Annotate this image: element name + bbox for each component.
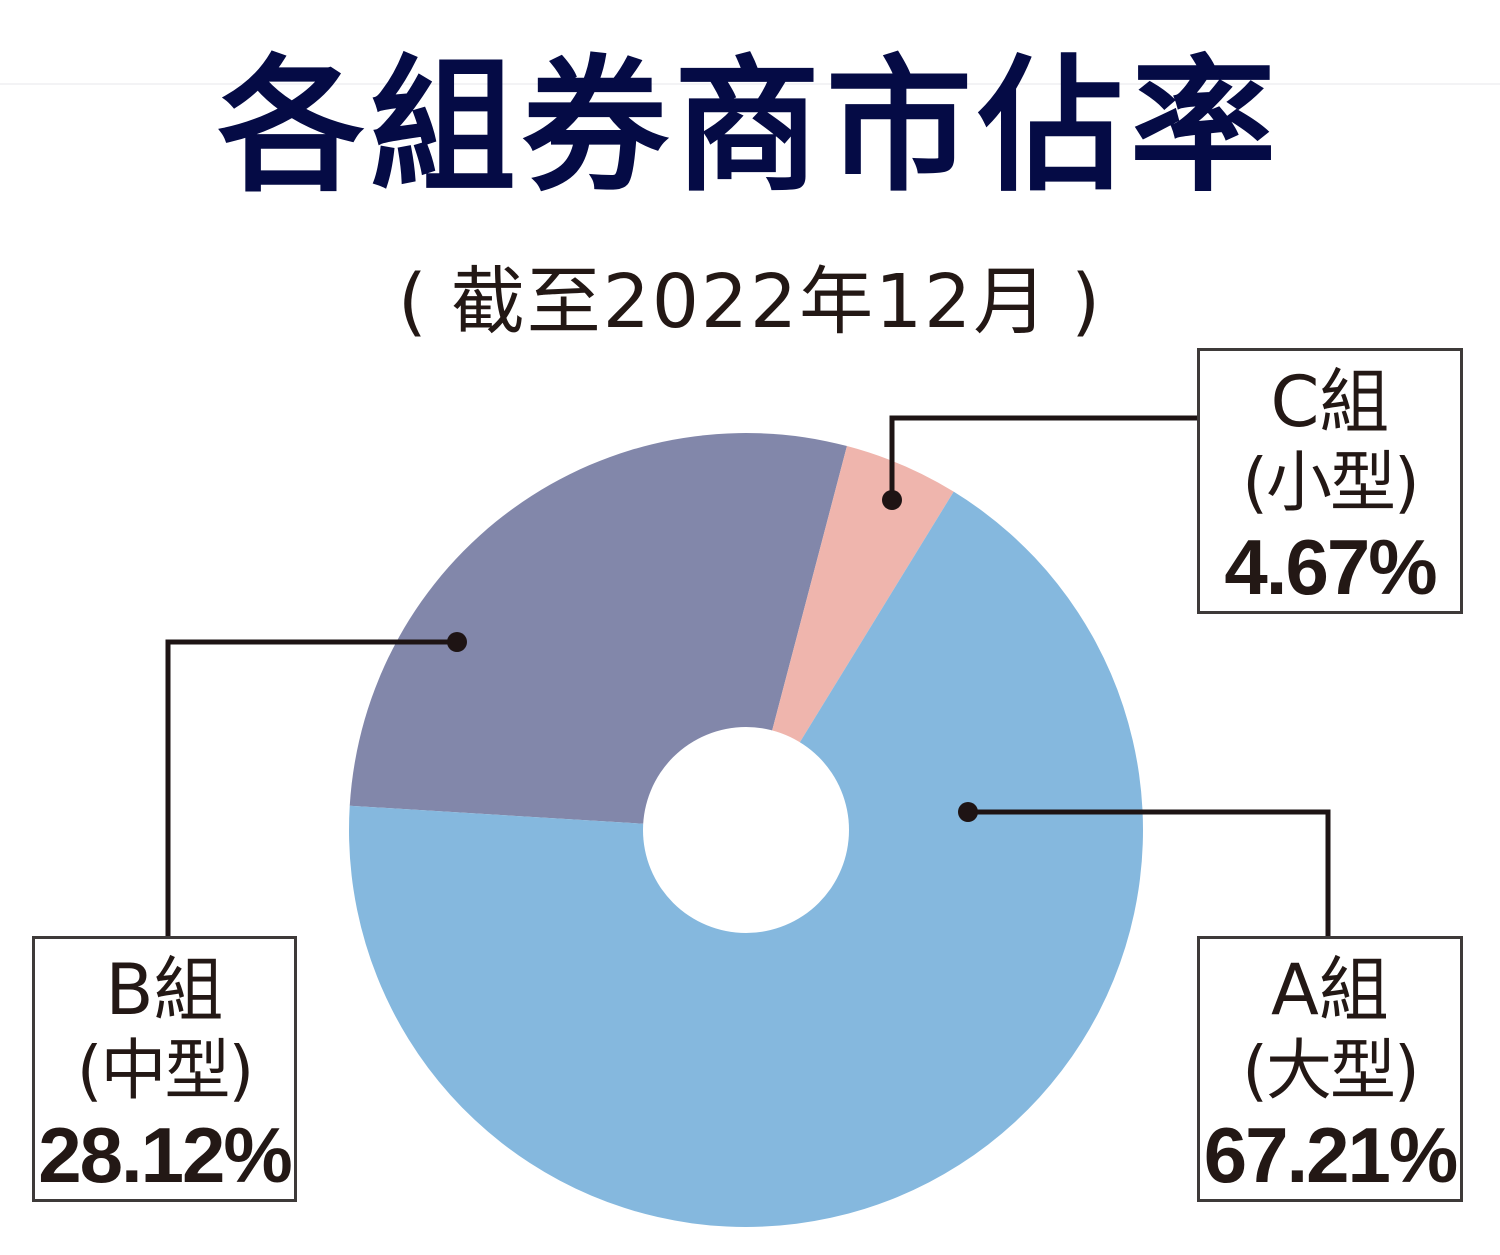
subtitle-text: 截至2022年12月 [450,259,1050,345]
leader-lines [165,415,1331,938]
callout-box-c: C組 (小型) 4.67% [1197,348,1463,614]
leader-dot-a [958,802,978,822]
top-rule [0,83,1500,85]
callout-b-percent: 28.12% [38,1111,293,1199]
callout-a-size: (大型) [1242,1032,1420,1109]
leader-dot-c [882,490,902,510]
leader-line-a [968,809,1331,938]
callout-box-a: A組 (大型) 67.21% [1197,936,1463,1202]
slice-c-small[interactable] [746,446,954,830]
chart-title: 各組券商市佔率 [218,42,1282,212]
leader-dots [447,490,978,822]
leader-line-b [165,639,457,938]
leader-line-c [889,415,1199,500]
callout-c-group: C組 [1270,361,1390,443]
callout-a-group: A組 [1271,949,1389,1031]
callout-a-percent: 67.21% [1203,1111,1459,1199]
callout-c-size: (小型) [1242,444,1420,521]
subtitle-open-paren: ( [397,259,429,345]
callout-b-group: B組 [105,949,224,1031]
callout-c-percent: 4.67% [1224,523,1437,611]
subtitle-close-paren: ) [1071,259,1103,345]
chart-subtitle: (截至2022年12月) [0,252,1500,352]
donut-hole [643,727,849,933]
leader-dot-b [447,632,467,652]
callout-box-b: B組 (中型) 28.12% [32,936,297,1202]
callout-b-size: (中型) [76,1032,255,1109]
